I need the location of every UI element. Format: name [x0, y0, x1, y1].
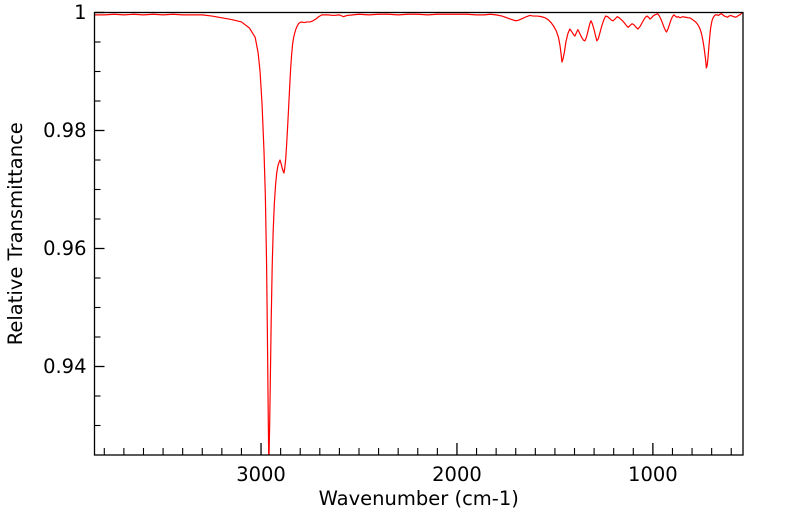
y-tick-label: 0.94: [43, 355, 86, 378]
y-tick-label: 1: [74, 1, 86, 24]
spectrum-curve: [94, 12, 743, 455]
y-axis-label: Relative Transmittance: [4, 122, 27, 345]
y-tick-label: 0.96: [43, 237, 86, 260]
axis-tick-labels: 3000 2000 1000 1 0.98 0.96 0.94: [43, 1, 678, 486]
axis-ticks: [94, 11, 732, 455]
plot-frame: [93, 11, 744, 456]
x-tick-label: 3000: [236, 463, 286, 486]
x-tick-label: 1000: [628, 463, 678, 486]
x-tick-label: 2000: [432, 463, 482, 486]
spectrum-line-layer: [94, 12, 743, 455]
y-tick-label: 0.98: [43, 119, 86, 142]
x-axis-label: Wavenumber (cm-1): [319, 487, 519, 510]
